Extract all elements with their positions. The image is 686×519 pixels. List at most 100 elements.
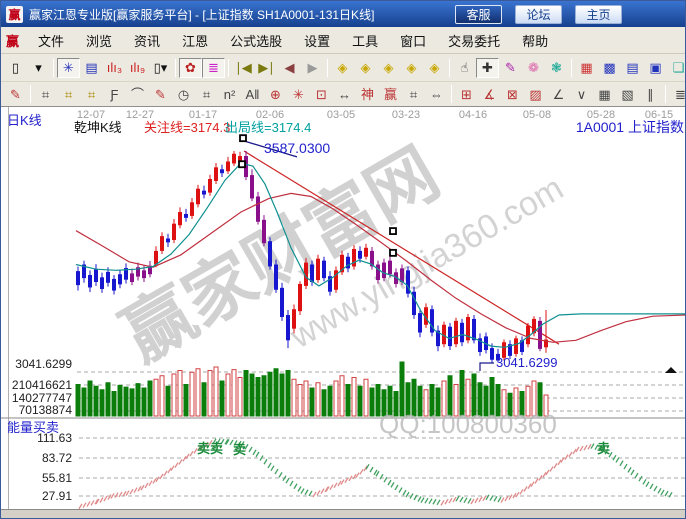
forum-button[interactable]: 论坛 bbox=[515, 4, 562, 24]
zoom-plus-icon[interactable]: ◈ bbox=[406, 60, 417, 75]
arc-tool-icon[interactable]: ⌒ bbox=[130, 86, 144, 102]
v-line-icon[interactable]: ∨ bbox=[576, 86, 587, 102]
notes-icon[interactable]: ▤ bbox=[626, 60, 639, 75]
candle-body bbox=[346, 256, 350, 269]
menu-item-7[interactable]: 窗口 bbox=[400, 33, 427, 49]
menu-item-3[interactable]: 江恩 bbox=[182, 33, 209, 49]
calculator-icon[interactable]: ▩ bbox=[603, 60, 616, 75]
indicator-tick bbox=[129, 488, 134, 495]
channel-icon[interactable]: A‖ bbox=[245, 86, 260, 102]
indicator-tick bbox=[627, 467, 632, 473]
star-burst-icon[interactable]: ✳ bbox=[293, 86, 304, 102]
indicator-tick bbox=[474, 497, 479, 504]
export-icon[interactable]: ❏ bbox=[672, 60, 685, 75]
boxed-fan2-icon[interactable]: ▨ bbox=[529, 86, 542, 102]
indicator-tick bbox=[523, 486, 528, 492]
zoom-horizontal-icon[interactable]: ◈ bbox=[360, 60, 371, 75]
kline-style-dropdown-icon[interactable]: ▾ bbox=[35, 60, 42, 75]
golden-grid2-icon[interactable]: ⌗ bbox=[87, 86, 96, 102]
crosshair-tool-icon[interactable]: ✚ bbox=[476, 57, 499, 78]
menu-item-4[interactable]: 公式选股 bbox=[230, 33, 283, 49]
volume-bar bbox=[453, 384, 459, 417]
indicator-tick bbox=[463, 497, 468, 504]
signal-marker bbox=[389, 227, 397, 235]
ying-icon[interactable]: 赢 bbox=[383, 86, 397, 102]
indicator-tick bbox=[534, 478, 539, 484]
grid-tool-icon[interactable]: ⌗ bbox=[202, 86, 211, 102]
color-kline-icon[interactable]: ≣ bbox=[202, 57, 225, 78]
box-frame-icon[interactable]: ⊞ bbox=[461, 86, 472, 102]
circle-cross-icon[interactable]: ⊕ bbox=[270, 86, 281, 102]
menu-item-8[interactable]: 交易委托 bbox=[448, 33, 501, 49]
gann-grid-icon[interactable]: ⌗ bbox=[41, 86, 50, 102]
hand-tool-icon[interactable]: ☝ bbox=[460, 60, 469, 75]
candle-body bbox=[514, 338, 518, 354]
brush-icon[interactable]: ✎ bbox=[10, 86, 21, 102]
box-star-icon[interactable]: ⊡ bbox=[316, 86, 327, 102]
volume-bar bbox=[279, 373, 285, 417]
candle-body bbox=[262, 219, 266, 244]
dense-grid-icon[interactable]: ▦ bbox=[598, 86, 611, 102]
indicator-tick bbox=[470, 498, 475, 505]
prev-bar-icon[interactable]: ◀ bbox=[284, 60, 295, 75]
panel-title: 日K线 bbox=[7, 113, 42, 128]
last-page-icon[interactable]: ▶∣ bbox=[258, 60, 275, 75]
volume-bar bbox=[543, 394, 549, 417]
indicator-tick bbox=[144, 482, 149, 489]
draw-tool-icon[interactable]: ✎ bbox=[505, 60, 516, 75]
width-measure-icon[interactable]: ↔ bbox=[338, 86, 351, 102]
indicator-tick bbox=[645, 481, 650, 487]
indicator-scale-label: 83.72 bbox=[42, 451, 72, 465]
volume-bar bbox=[345, 384, 351, 417]
pattern-search-icon[interactable]: ✳ bbox=[57, 57, 80, 78]
window-title: 赢家江恩专业版[赢家服务平台] - [上证指数 SH1A0001-131日K线] bbox=[29, 7, 375, 22]
calendar-21-icon[interactable]: ▦ bbox=[580, 60, 593, 75]
cloud-tool-icon[interactable]: ❃ bbox=[551, 60, 562, 75]
parallel-lines-icon[interactable]: ∥ bbox=[647, 86, 654, 102]
f-grid-icon[interactable]: Ƒ bbox=[110, 86, 119, 102]
indicator-tick bbox=[237, 440, 242, 447]
time-cycle-icon[interactable]: ◷ bbox=[177, 86, 190, 102]
menu-item-5[interactable]: 设置 bbox=[304, 33, 331, 49]
save-icon[interactable]: ▣ bbox=[649, 60, 662, 75]
app-logo-icon: 赢 bbox=[6, 5, 23, 23]
indicator-tick bbox=[255, 451, 260, 458]
flower-tool-icon[interactable]: ❁ bbox=[528, 60, 539, 75]
shen-icon[interactable]: 神 bbox=[360, 86, 374, 102]
n2-icon[interactable]: n² bbox=[223, 86, 236, 102]
angle-rays-icon[interactable]: ∠ bbox=[552, 86, 565, 102]
candle-body bbox=[412, 291, 416, 316]
restoration-icon[interactable]: ✿ bbox=[179, 57, 202, 78]
fan-lines-icon[interactable]: ∡ bbox=[483, 86, 496, 102]
kline-style-icon[interactable]: ▯ bbox=[11, 60, 20, 75]
list-icon[interactable]: ≣ bbox=[675, 86, 686, 102]
zoom-move-icon[interactable]: ◈ bbox=[429, 60, 440, 75]
menu-item-6[interactable]: 工具 bbox=[352, 33, 379, 49]
hollow-candle-icon[interactable]: ▯▾ bbox=[153, 60, 168, 75]
menu-item-1[interactable]: 浏览 bbox=[86, 33, 113, 49]
candle-body bbox=[424, 307, 428, 325]
golden-grid-icon[interactable]: ⌗ bbox=[64, 86, 73, 102]
numbered-grid-icon[interactable]: ⌗ bbox=[409, 86, 418, 102]
indicator-tick bbox=[608, 451, 613, 458]
menu-item-9[interactable]: 帮助 bbox=[522, 33, 549, 49]
zoom-left-icon[interactable]: ◈ bbox=[337, 60, 348, 75]
minute3-chart-icon[interactable]: ılı₃ bbox=[106, 60, 123, 75]
menu-item-0[interactable]: 文件 bbox=[38, 33, 65, 49]
draw-note-icon[interactable]: ✎ bbox=[155, 86, 166, 102]
diag-grid-icon[interactable]: ▧ bbox=[621, 86, 634, 102]
minute9-chart-icon[interactable]: ılı₉ bbox=[129, 60, 146, 75]
menu-item-2[interactable]: 资讯 bbox=[134, 33, 161, 49]
span-measure-icon[interactable]: ⇔ bbox=[430, 86, 443, 102]
status-bar bbox=[1, 509, 685, 518]
volume-bar bbox=[507, 392, 513, 417]
first-page-icon[interactable]: ∣◀ bbox=[235, 60, 252, 75]
service-button[interactable]: 客服 bbox=[455, 4, 502, 24]
next-bar-icon[interactable]: ▶ bbox=[307, 60, 318, 75]
zoom-split-icon[interactable]: ◈ bbox=[383, 60, 394, 75]
indicator-tick bbox=[170, 465, 175, 472]
boxed-fan-icon[interactable]: ⊠ bbox=[507, 86, 518, 102]
home-button[interactable]: 主页 bbox=[575, 4, 622, 24]
report-icon[interactable]: ▤ bbox=[85, 60, 98, 75]
